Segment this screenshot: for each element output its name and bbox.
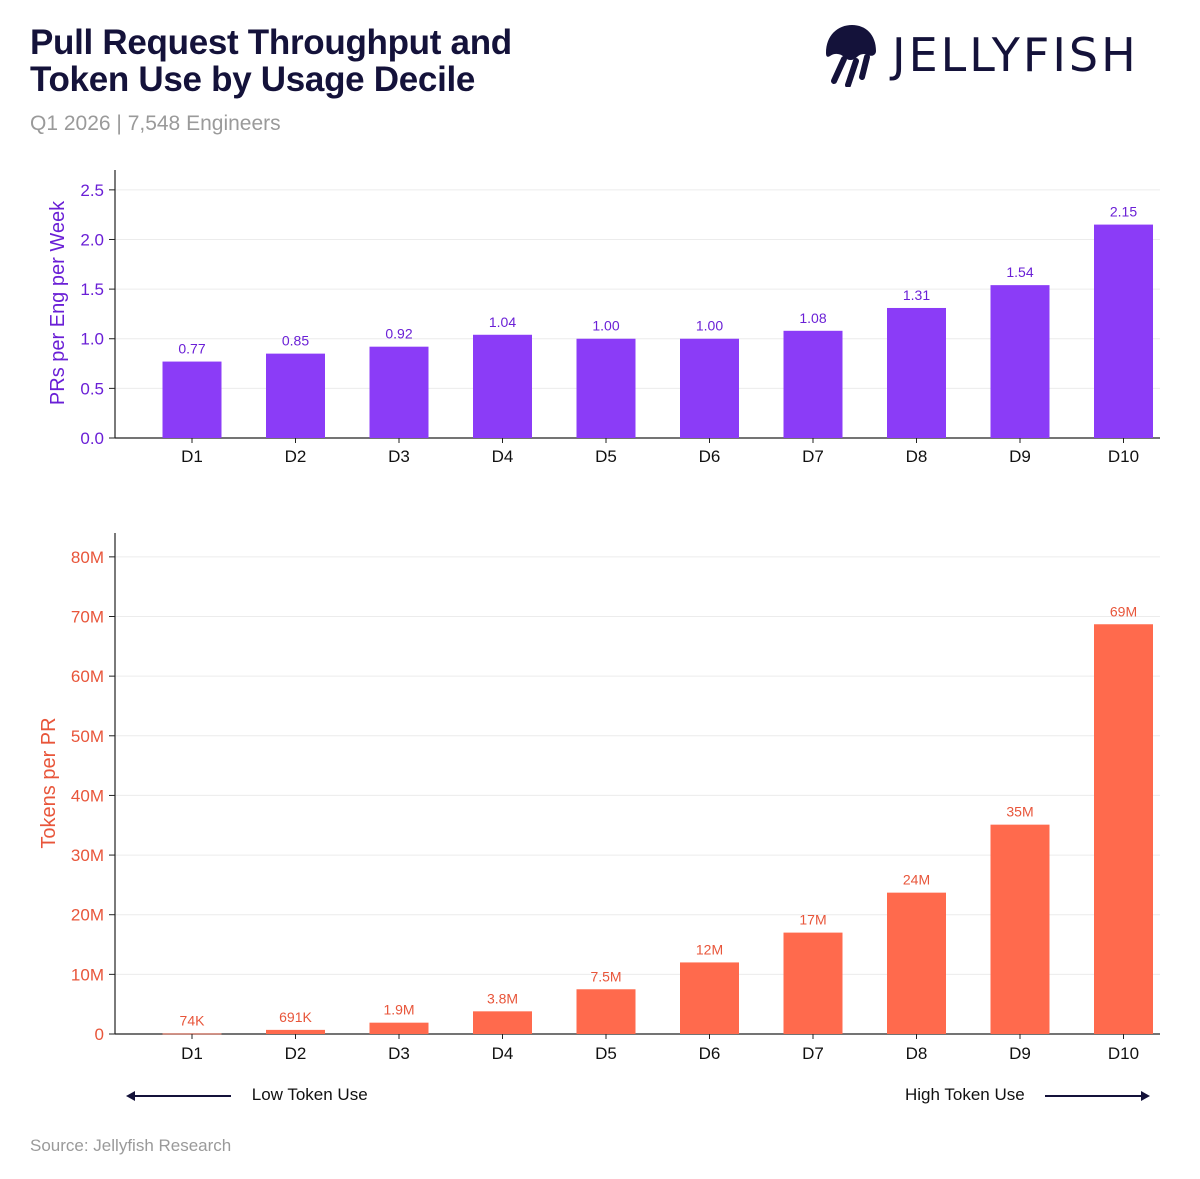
arrow-left-icon <box>126 1090 231 1101</box>
chart1-x-tick-label: D10 <box>1108 447 1139 466</box>
chart2-y-tick-label: 40M <box>71 786 104 805</box>
chart1-y-tick-label: 0.5 <box>80 379 104 398</box>
chart1-data-label: 0.85 <box>282 333 309 349</box>
chart2-y-tick-label: 0 <box>95 1025 104 1044</box>
chart2-x-tick-label: D8 <box>906 1044 928 1063</box>
chart2-data-label: 7.5M <box>590 968 621 984</box>
chart2-x-tick-label: D1 <box>181 1044 203 1063</box>
chart2-y-tick-label: 50M <box>71 727 104 746</box>
chart2-data-label: 69M <box>1110 603 1137 619</box>
chart1-bar-d10 <box>1094 224 1153 438</box>
chart1-bar-d1 <box>162 361 222 438</box>
chart1-bar-d5 <box>576 338 636 438</box>
chart1-data-label: 1.04 <box>489 314 516 330</box>
chart2-bar-d5 <box>576 989 636 1034</box>
chart1-bar-d2 <box>266 353 325 438</box>
chart2-bar-d9 <box>990 824 1050 1034</box>
chart-title-line-1: Pull Request Throughput and <box>30 23 512 62</box>
chart2-bar-d4 <box>473 1011 532 1034</box>
arrow-right-icon <box>1045 1090 1151 1101</box>
chart2-y-axis-title: Tokens per PR <box>38 717 60 848</box>
chart2-y-tick-label: 80M <box>71 548 104 567</box>
jellyfish-logo: JELLYFISH <box>822 20 1139 90</box>
low-token-use-label: Low Token Use <box>251 1085 368 1104</box>
chart1-x-tick-label: D3 <box>388 447 410 466</box>
chart1-bar-d3 <box>369 346 429 438</box>
chart1-y-tick-label: 2.5 <box>80 181 104 200</box>
chart1-bar-d9 <box>990 285 1050 438</box>
chart1-data-label: 1.00 <box>592 318 619 334</box>
chart-title-line-2: Token Use by Usage Decile <box>30 60 476 99</box>
chart2-data-label: 74K <box>180 1013 206 1029</box>
chart1-y-axis-title: PRs per Eng per Week <box>47 200 69 405</box>
chart2-bar-d3 <box>369 1022 429 1034</box>
chart1-bar-d6 <box>680 338 739 438</box>
chart2-bar-d10 <box>1094 624 1153 1034</box>
chart1-x-tick-label: D9 <box>1009 447 1031 466</box>
chart1-x-tick-label: D1 <box>181 447 203 466</box>
chart1-bar-d8 <box>887 307 946 438</box>
chart-title: Pull Request Throughput and Token Use by… <box>30 24 512 98</box>
chart1-data-label: 0.77 <box>178 341 205 357</box>
chart1-x-tick-label: D2 <box>285 447 307 466</box>
chart1-data-label: 2.15 <box>1110 204 1137 220</box>
jellyfish-icon <box>826 25 876 87</box>
chart2-bar-d2 <box>266 1029 325 1034</box>
chart1-data-label: 1.00 <box>696 318 723 334</box>
chart2-data-label: 35M <box>1006 804 1033 820</box>
chart2-bar-d8 <box>887 892 946 1034</box>
chart2-y-tick-label: 20M <box>71 906 104 925</box>
source-note: Source: Jellyfish Research <box>30 1136 232 1155</box>
chart2-y-tick-label: 60M <box>71 667 104 686</box>
chart2-x-tick-label: D4 <box>492 1044 514 1063</box>
chart1-data-label: 0.92 <box>385 326 412 342</box>
chart1-y-tick-label: 1.0 <box>80 330 104 349</box>
chart2-data-label: 17M <box>799 912 826 928</box>
chart2-data-label: 3.8M <box>487 990 518 1006</box>
high-token-use-indicator: High Token Use <box>905 1085 1151 1105</box>
low-token-use-indicator: Low Token Use <box>125 1085 368 1105</box>
chart1-x-tick-label: D4 <box>492 447 514 466</box>
chart1-x-tick-label: D6 <box>699 447 721 466</box>
chart1-bar-d7 <box>783 330 843 438</box>
chart2-bar-d7 <box>783 932 843 1034</box>
chart2-data-label: 691K <box>279 1009 312 1025</box>
chart2-data-label: 1.9M <box>383 1002 414 1018</box>
logo-wordmark: JELLYFISH <box>892 28 1139 82</box>
chart2-y-tick-label: 10M <box>71 965 104 984</box>
chart-subtitle: Q1 2026 | 7,548 Engineers <box>30 112 281 135</box>
chart1-data-label: 1.08 <box>799 310 826 326</box>
chart2-x-tick-label: D5 <box>595 1044 617 1063</box>
chart2-bar-d6 <box>680 962 739 1034</box>
chart2-x-tick-label: D10 <box>1108 1044 1139 1063</box>
chart1-y-tick-label: 2.0 <box>80 230 104 249</box>
chart2-y-tick-label: 30M <box>71 846 104 865</box>
chart1-y-tick-label: 1.5 <box>80 280 104 299</box>
chart1-x-tick-label: D8 <box>906 447 928 466</box>
chart1-x-tick-label: D5 <box>595 447 617 466</box>
chart1-bar-d4 <box>473 334 532 438</box>
chart1-y-tick-label: 0.0 <box>80 429 104 448</box>
chart2-x-tick-label: D7 <box>802 1044 824 1063</box>
chart2-data-label: 12M <box>696 941 723 957</box>
high-token-use-label: High Token Use <box>905 1085 1025 1104</box>
chart2-y-tick-label: 70M <box>71 608 104 627</box>
chart1-x-tick-label: D7 <box>802 447 824 466</box>
chart2-x-tick-label: D2 <box>285 1044 307 1063</box>
chart1-data-label: 1.54 <box>1006 264 1033 280</box>
chart2-x-tick-label: D9 <box>1009 1044 1031 1063</box>
chart2-bar-d1 <box>162 1033 222 1035</box>
chart1-data-label: 1.31 <box>903 287 930 303</box>
chart2-data-label: 24M <box>903 872 930 888</box>
chart2-x-tick-label: D6 <box>699 1044 721 1063</box>
chart2-x-tick-label: D3 <box>388 1044 410 1063</box>
